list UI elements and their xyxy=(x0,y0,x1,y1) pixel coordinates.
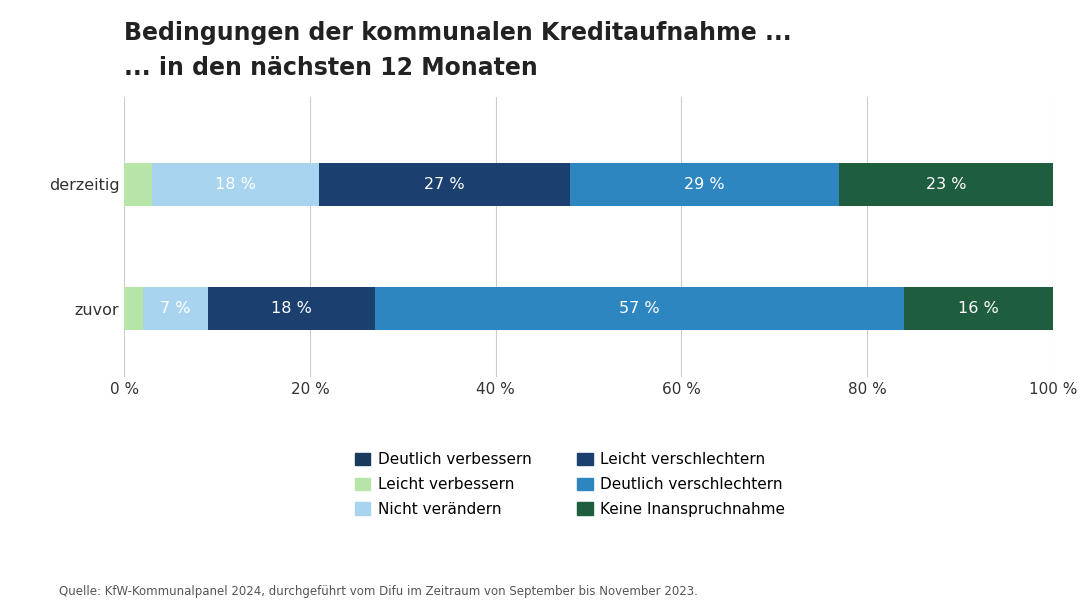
Text: 18 %: 18 % xyxy=(271,301,312,316)
Bar xyxy=(207,287,375,330)
Text: 27 %: 27 % xyxy=(424,177,465,192)
Text: 18 %: 18 % xyxy=(215,177,256,192)
Bar xyxy=(124,162,152,206)
Bar xyxy=(839,162,1053,206)
Text: Bedingungen der kommunalen Kreditaufnahme ...: Bedingungen der kommunalen Kreditaufnahm… xyxy=(124,21,792,45)
Text: 23 %: 23 % xyxy=(926,177,967,192)
Bar xyxy=(375,287,904,330)
Text: 29 %: 29 % xyxy=(685,177,725,192)
Bar xyxy=(570,162,839,206)
Bar xyxy=(152,162,320,206)
Text: ... in den nächsten 12 Monaten: ... in den nächsten 12 Monaten xyxy=(124,56,538,80)
Bar xyxy=(124,287,143,330)
Bar xyxy=(904,287,1053,330)
Text: 16 %: 16 % xyxy=(958,301,999,316)
Text: 57 %: 57 % xyxy=(619,301,660,316)
Bar xyxy=(143,287,207,330)
Text: Quelle: KfW-Kommunalpanel 2024, durchgeführt vom Difu im Zeitraum von September : Quelle: KfW-Kommunalpanel 2024, durchgef… xyxy=(59,585,699,598)
Bar xyxy=(320,162,570,206)
Legend: Deutlich verbessern, Leicht verbessern, Nicht verändern, Leicht verschlechtern, : Deutlich verbessern, Leicht verbessern, … xyxy=(349,446,792,523)
Text: 7 %: 7 % xyxy=(160,301,190,316)
